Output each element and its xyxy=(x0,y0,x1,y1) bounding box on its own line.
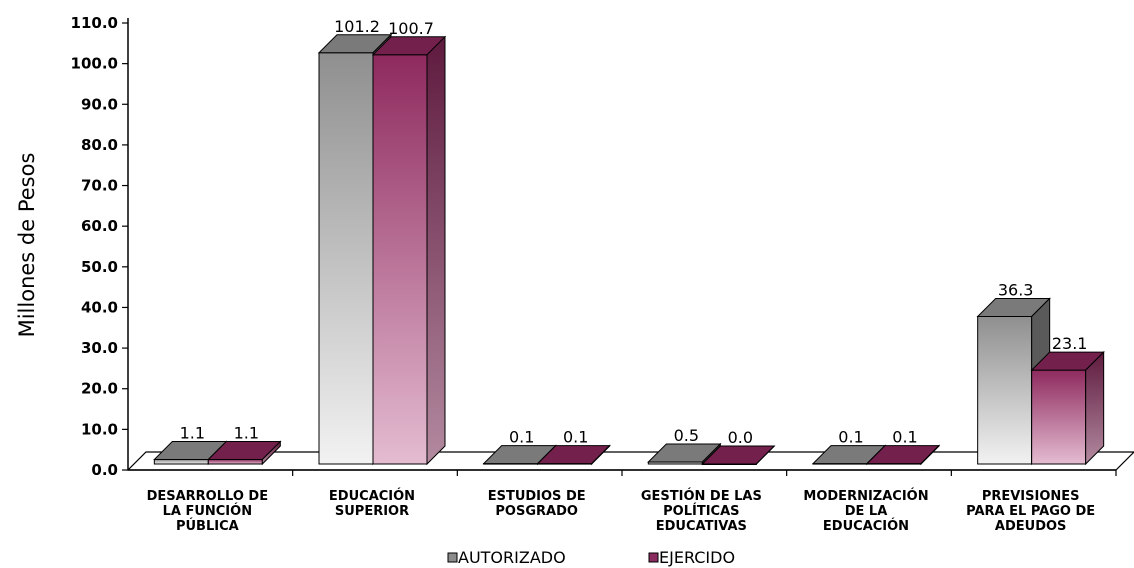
data-label-autorizado: 1.1 xyxy=(180,424,205,443)
y-tick-label: 30.0 xyxy=(81,339,118,357)
legend-label-ejercido: EJERCIDO xyxy=(659,548,735,567)
category-label: ESTUDIOS DE POSGRADO xyxy=(488,489,586,519)
bar-side-ejercido xyxy=(261,440,281,466)
y-tick-label: 90.0 xyxy=(81,95,118,113)
data-label-ejercido: 23.1 xyxy=(1052,334,1088,353)
bar-autorizado xyxy=(318,52,374,465)
category-label: PREVISIONES PARA EL PAGO DE ADEUDOS xyxy=(966,489,1095,534)
category-label: DESARROLLO DE LA FUNCIÓN PÚBLICA xyxy=(147,489,269,534)
bar-autorizado xyxy=(977,315,1033,465)
category-label: GESTIÓN DE LAS POLÍTICAS EDUCATIVAS xyxy=(641,488,762,534)
bar-side-ejercido xyxy=(426,35,446,466)
category-label: MODERNIZACIÓN DE LA EDUCACIÓN xyxy=(803,488,928,534)
y-tick-label: 40.0 xyxy=(81,298,118,316)
data-label-ejercido: 0.1 xyxy=(892,428,917,447)
bar-side-ejercido xyxy=(1085,350,1105,466)
data-label-ejercido: 0.1 xyxy=(563,428,588,447)
y-tick-label: 10.0 xyxy=(81,420,118,438)
data-label-ejercido: 0.0 xyxy=(728,428,753,447)
data-label-autorizado: 0.1 xyxy=(838,428,863,447)
data-label-ejercido: 1.1 xyxy=(234,424,259,443)
bar-side-ejercido xyxy=(920,444,940,466)
data-label-autorizado: 0.1 xyxy=(509,428,534,447)
data-label-ejercido: 100.7 xyxy=(388,19,434,38)
bar-ejercido xyxy=(372,54,428,465)
bar-ejercido xyxy=(207,459,263,465)
y-tick-label: 80.0 xyxy=(81,136,118,154)
y-tick-label: 100.0 xyxy=(71,55,118,73)
legend-swatch-ejercido xyxy=(648,552,659,563)
category-label: EDUCACIÓN SUPERIOR xyxy=(329,488,415,519)
y-tick-label: 70.0 xyxy=(81,177,118,195)
y-tick-label: 0.0 xyxy=(91,461,118,479)
bar-autorizado xyxy=(153,459,209,465)
bar-ejercido xyxy=(1031,369,1087,465)
legend-swatch-autorizado xyxy=(447,552,458,563)
legend: AUTORIZADO EJERCIDO xyxy=(447,548,735,567)
data-label-autorizado: 101.2 xyxy=(334,17,380,36)
y-tick-label: 110.0 xyxy=(71,14,118,32)
legend-label-autorizado: AUTORIZADO xyxy=(458,548,566,567)
y-tick-label: 20.0 xyxy=(81,380,118,398)
bar-side-ejercido xyxy=(591,444,611,466)
data-label-autorizado: 0.5 xyxy=(674,426,699,445)
data-label-autorizado: 36.3 xyxy=(998,280,1034,299)
bar-side-ejercido xyxy=(755,445,775,465)
y-tick-label: 60.0 xyxy=(81,217,118,235)
y-axis-title: Millones de Pesos xyxy=(15,153,39,338)
y-tick-label: 50.0 xyxy=(81,258,118,276)
